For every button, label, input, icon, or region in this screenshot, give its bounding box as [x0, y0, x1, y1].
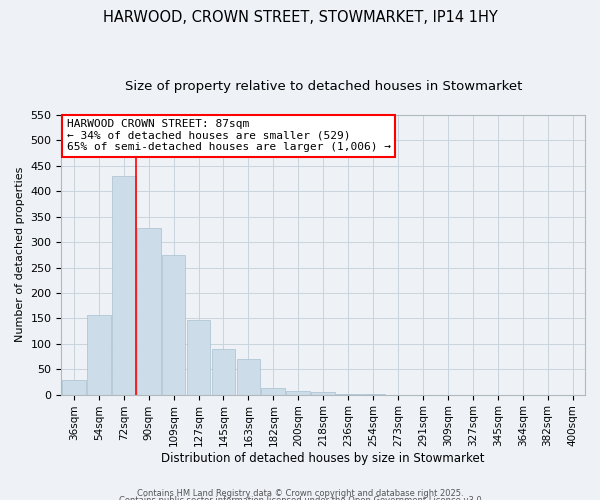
X-axis label: Distribution of detached houses by size in Stowmarket: Distribution of detached houses by size …	[161, 452, 485, 465]
Bar	[62, 380, 86, 394]
Bar	[137, 228, 161, 394]
Text: HARWOOD CROWN STREET: 87sqm
← 34% of detached houses are smaller (529)
65% of se: HARWOOD CROWN STREET: 87sqm ← 34% of det…	[67, 119, 391, 152]
Text: HARWOOD, CROWN STREET, STOWMARKET, IP14 1HY: HARWOOD, CROWN STREET, STOWMARKET, IP14 …	[103, 10, 497, 25]
Text: Contains HM Land Registry data © Crown copyright and database right 2025.: Contains HM Land Registry data © Crown c…	[137, 488, 463, 498]
Bar	[262, 388, 285, 394]
Text: Contains public sector information licensed under the Open Government Licence v3: Contains public sector information licen…	[119, 496, 481, 500]
Bar	[187, 320, 211, 394]
Bar	[87, 315, 110, 394]
Bar	[162, 255, 185, 394]
Title: Size of property relative to detached houses in Stowmarket: Size of property relative to detached ho…	[125, 80, 522, 93]
Bar	[112, 176, 136, 394]
Bar	[236, 359, 260, 394]
Bar	[286, 390, 310, 394]
Bar	[212, 349, 235, 395]
Y-axis label: Number of detached properties: Number of detached properties	[15, 167, 25, 342]
Bar	[311, 392, 335, 394]
